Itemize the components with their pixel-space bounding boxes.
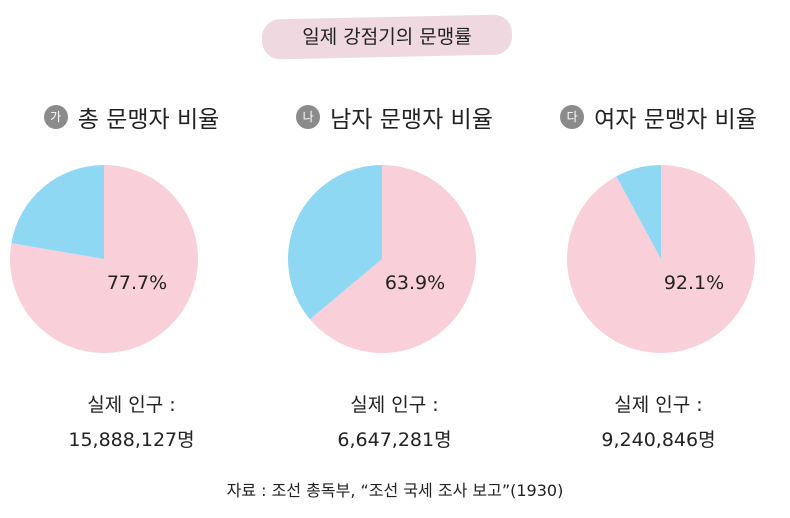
panel-title: 총 문맹자 비율 [77, 107, 220, 133]
pie-chart-male: 63.9% [288, 165, 476, 353]
panel-male: 나 남자 문맹자 비율 63.9% 실제 인구 : 6,647,281명 [263, 0, 526, 470]
pie-percent-label: 92.1% [664, 272, 724, 294]
panel-total: 가 총 문맹자 비율 77.7% 실제 인구 : 15,888,127명 [0, 0, 263, 470]
panel-marker: 나 [296, 105, 321, 129]
population-value: 6,647,281명 [337, 429, 452, 451]
population-label: 실제 인구 : [614, 394, 703, 416]
pie-slice-literate [616, 165, 661, 259]
pie-percent-label: 77.7% [107, 272, 167, 294]
population-label: 실제 인구 : [350, 394, 439, 416]
panel-marker: 가 [43, 105, 68, 129]
panel-title: 남자 문맹자 비율 [330, 107, 493, 133]
panel-marker: 다 [560, 105, 585, 129]
pie-chart-total: 77.7% [10, 165, 198, 353]
panel-female: 다 여자 문맹자 비율 92.1% 실제 인구 : 9,240,846명 [527, 0, 790, 470]
panel-heading: 가 총 문맹자 비율 [0, 100, 263, 134]
source-note: 자료 : 조선 총독부, “조선 국세 조사 보고”(1930) [226, 481, 564, 500]
pie-percent-label: 63.9% [385, 272, 445, 294]
panel-title: 여자 문맹자 비율 [594, 107, 757, 133]
pie-slice-literate [288, 165, 382, 320]
panel-heading: 다 여자 문맹자 비율 [527, 100, 790, 134]
population-label: 실제 인구 : [87, 394, 176, 416]
chart-title: 일제 강점기의 문맹률 [302, 26, 472, 48]
pie-slice-literate [11, 165, 104, 259]
pie-chart-female: 92.1% [567, 165, 755, 353]
population-value: 15,888,127명 [68, 429, 195, 451]
population-value: 9,240,846명 [601, 429, 716, 451]
pie-slice-illiterate [309, 165, 476, 353]
panel-heading: 나 남자 문맹자 비율 [263, 100, 526, 134]
